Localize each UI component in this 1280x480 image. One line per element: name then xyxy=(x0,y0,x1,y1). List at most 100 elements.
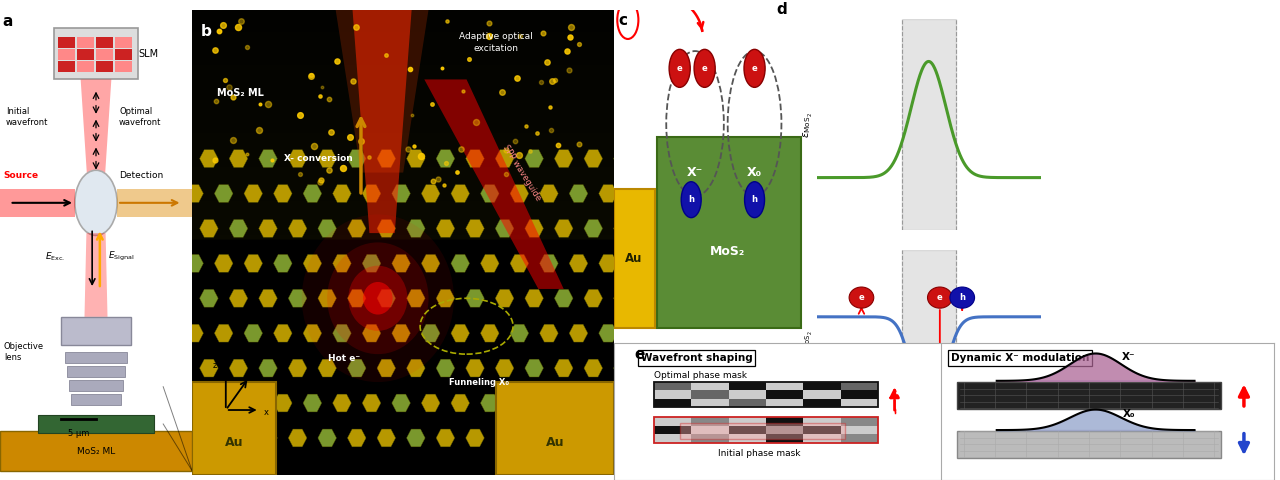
Point xyxy=(434,181,454,189)
Text: Funneling X₀: Funneling X₀ xyxy=(449,378,509,386)
Bar xyxy=(58,37,74,48)
Text: X⁻: X⁻ xyxy=(1121,352,1135,362)
Bar xyxy=(691,390,728,399)
Point xyxy=(404,142,425,150)
Point xyxy=(237,150,257,157)
Point xyxy=(402,111,422,119)
Text: $E_{\rm Exc.}$: $E_{\rm Exc.}$ xyxy=(45,250,65,263)
Circle shape xyxy=(348,266,407,331)
Point xyxy=(301,72,321,80)
Bar xyxy=(77,37,95,48)
Circle shape xyxy=(364,282,393,314)
Bar xyxy=(691,399,728,408)
Polygon shape xyxy=(352,10,412,233)
Bar xyxy=(69,380,123,391)
Text: X₀: X₀ xyxy=(748,166,762,179)
Ellipse shape xyxy=(74,170,118,235)
Point xyxy=(451,145,471,153)
Text: e: e xyxy=(701,64,708,73)
Point xyxy=(346,24,366,31)
Point xyxy=(540,104,561,111)
Point xyxy=(310,179,330,186)
Bar xyxy=(691,417,728,426)
Text: Detection: Detection xyxy=(119,170,164,180)
Point xyxy=(561,33,581,40)
Text: Optimal
wavefront: Optimal wavefront xyxy=(119,107,161,127)
Point xyxy=(401,65,421,72)
Point xyxy=(223,94,243,101)
Bar xyxy=(765,382,804,390)
Bar xyxy=(901,19,955,230)
Bar xyxy=(728,399,765,408)
Bar xyxy=(58,49,74,60)
Point xyxy=(559,66,580,74)
Bar xyxy=(192,382,276,475)
Text: Initial
wavefront: Initial wavefront xyxy=(5,107,49,127)
Point xyxy=(219,84,239,91)
Point xyxy=(561,23,581,30)
Circle shape xyxy=(928,287,952,308)
Bar xyxy=(77,61,95,72)
Point xyxy=(428,175,448,182)
Bar xyxy=(804,434,841,443)
Point xyxy=(206,97,227,105)
Point xyxy=(250,100,270,108)
Circle shape xyxy=(694,49,716,87)
Bar xyxy=(654,426,691,434)
Text: Dynamic X⁻ modulation: Dynamic X⁻ modulation xyxy=(951,353,1089,363)
Text: Au: Au xyxy=(225,436,243,449)
Point xyxy=(248,126,269,134)
Point xyxy=(568,141,589,148)
Bar xyxy=(115,49,133,60)
Bar xyxy=(657,137,801,327)
Point xyxy=(495,146,516,154)
Circle shape xyxy=(681,182,701,217)
Bar xyxy=(804,399,841,408)
Text: Hot e⁻: Hot e⁻ xyxy=(328,354,360,363)
Bar xyxy=(804,426,841,434)
Bar xyxy=(691,426,728,434)
Point xyxy=(301,72,321,79)
Bar xyxy=(654,382,691,390)
Text: z: z xyxy=(212,361,218,370)
Point xyxy=(326,58,347,65)
Text: e: e xyxy=(634,348,645,362)
Point xyxy=(319,95,339,102)
Point xyxy=(509,33,530,40)
Text: Au: Au xyxy=(625,252,643,265)
Text: c: c xyxy=(618,13,627,28)
Point xyxy=(431,64,452,72)
Bar xyxy=(841,434,878,443)
Text: $E_{\rm Signal}$: $E_{\rm Signal}$ xyxy=(108,250,134,263)
Point xyxy=(237,43,257,50)
Text: SPP waveguide: SPP waveguide xyxy=(500,143,543,202)
Polygon shape xyxy=(425,80,563,289)
Point xyxy=(516,122,536,130)
Text: MoS₂: MoS₂ xyxy=(710,245,745,258)
Bar xyxy=(115,61,133,72)
Point xyxy=(492,89,512,96)
Bar xyxy=(691,434,728,443)
Bar xyxy=(765,399,804,408)
Bar xyxy=(728,390,765,399)
Point xyxy=(376,51,397,59)
Bar xyxy=(841,399,878,408)
Text: x: x xyxy=(264,408,269,417)
Text: Adaptive optical
excitation: Adaptive optical excitation xyxy=(460,32,532,53)
Text: MoS₂ ML: MoS₂ ML xyxy=(77,447,115,456)
Point xyxy=(570,40,590,48)
Text: d: d xyxy=(776,2,787,17)
Bar xyxy=(765,417,804,426)
Text: X⁻: X⁻ xyxy=(687,166,703,179)
Bar xyxy=(72,394,120,405)
Bar xyxy=(54,28,138,80)
Circle shape xyxy=(745,182,764,217)
Point xyxy=(351,137,371,145)
Text: a: a xyxy=(3,14,13,29)
Text: e: e xyxy=(937,293,942,302)
Text: Au: Au xyxy=(547,436,564,449)
Bar xyxy=(654,434,691,443)
Point xyxy=(358,154,379,161)
Bar xyxy=(804,382,841,390)
Point xyxy=(422,100,443,108)
